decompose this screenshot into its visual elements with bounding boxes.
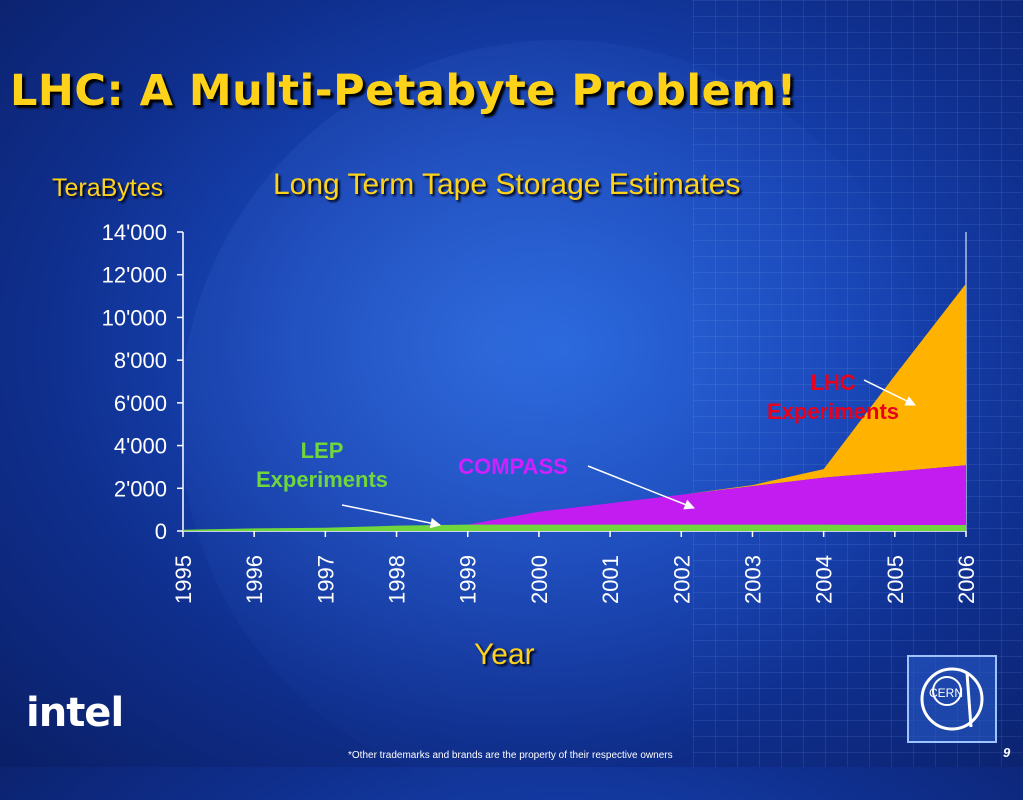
annotation-label: LHC bbox=[810, 370, 855, 395]
series-areas bbox=[183, 283, 966, 531]
y-tick-label: 12'000 bbox=[102, 263, 167, 288]
annotation-label: Experiments bbox=[256, 467, 388, 492]
x-tick-label: 2002 bbox=[669, 555, 694, 604]
y-axis-label: TeraBytes bbox=[52, 174, 164, 202]
annotation-arrow bbox=[341, 504, 442, 529]
annotation-arrow bbox=[863, 379, 916, 406]
x-tick-label: 2005 bbox=[883, 555, 908, 604]
y-tick-label: 14'000 bbox=[102, 220, 167, 245]
data-grid-background bbox=[693, 0, 1023, 767]
x-tick-label: 2001 bbox=[598, 555, 623, 604]
annotation-label: Experiments bbox=[767, 399, 899, 424]
y-tick-label: 8'000 bbox=[114, 348, 167, 373]
x-tick-label: 1996 bbox=[242, 555, 267, 604]
x-tick-label: 1997 bbox=[313, 555, 338, 604]
trademark-footer: *Other trademarks and brands are the pro… bbox=[348, 750, 673, 761]
cern-logo: CERN bbox=[907, 655, 997, 743]
annotation-label: COMPASS bbox=[458, 454, 568, 479]
x-tick-label: 1995 bbox=[171, 555, 196, 604]
x-tick-label: 1998 bbox=[385, 555, 410, 604]
page-number: 9 bbox=[1003, 745, 1011, 760]
slide-title: LHC: A Multi-Petabyte Problem! bbox=[10, 66, 797, 116]
series-area-lep-experiments bbox=[183, 524, 966, 531]
intel-logo: intel bbox=[26, 690, 124, 736]
x-tick-label: 2004 bbox=[812, 555, 837, 604]
y-tick-label: 4'000 bbox=[114, 434, 167, 459]
series-area-compass bbox=[183, 465, 966, 530]
x-tick-label: 2006 bbox=[954, 555, 979, 604]
cern-emblem-icon: CERN bbox=[920, 667, 984, 731]
annotation-arrow bbox=[587, 465, 695, 510]
annotations: LEP Experiments COMPASS LHC Experiments bbox=[256, 370, 916, 529]
globe-background bbox=[180, 40, 940, 800]
chart-title: Long Term Tape Storage Estimates bbox=[273, 168, 741, 201]
svg-text:CERN: CERN bbox=[929, 686, 963, 700]
x-tick-label: 1999 bbox=[456, 555, 481, 604]
x-tick-label: 2000 bbox=[527, 555, 552, 604]
x-axis-label: Year bbox=[474, 638, 535, 671]
annotation-label: LEP bbox=[301, 438, 344, 463]
x-tick-label: 2003 bbox=[740, 555, 765, 604]
y-tick-label: 2'000 bbox=[114, 476, 167, 501]
axes: 0 2'000 4'000 6'000 8'000 10'000 12'000 14'000 1… bbox=[102, 220, 979, 604]
area-chart: 0 2'000 4'000 6'000 8'000 10'000 12'000 14'000 1… bbox=[102, 220, 979, 604]
y-tick-label: 0 bbox=[155, 519, 167, 544]
y-tick-label: 6'000 bbox=[114, 391, 167, 416]
y-tick-label: 10'000 bbox=[102, 305, 167, 330]
